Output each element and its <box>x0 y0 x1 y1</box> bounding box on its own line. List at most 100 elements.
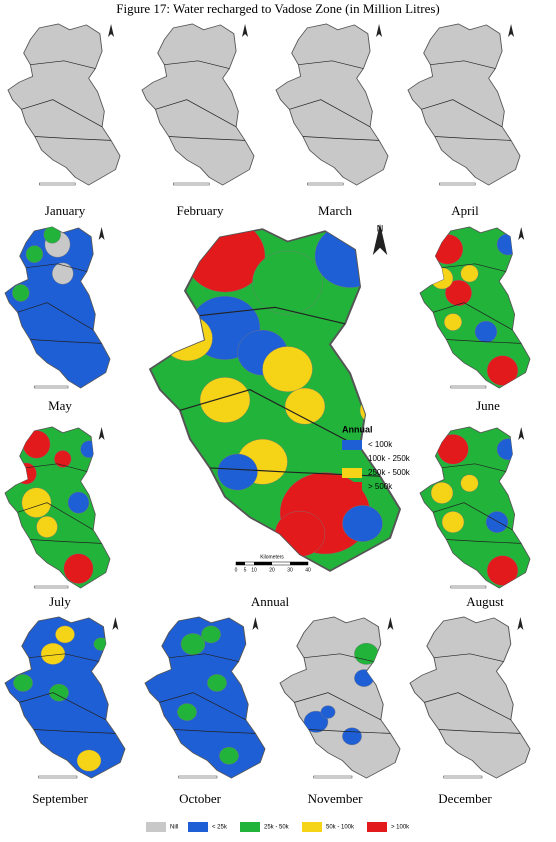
subdistrict-boundary <box>433 264 521 344</box>
map <box>409 616 531 779</box>
subdistrict-boundary <box>159 654 255 734</box>
district-outline <box>275 23 389 186</box>
scale-tick-label: 20 <box>269 567 275 573</box>
scale-bar <box>173 182 210 186</box>
region <box>438 434 469 464</box>
scale-segment <box>236 562 245 565</box>
legend-swatch <box>342 454 362 464</box>
scale-bar <box>307 182 344 186</box>
region <box>163 316 213 361</box>
region <box>218 454 258 490</box>
scale-bar <box>450 585 487 589</box>
map-label: March <box>318 203 352 218</box>
north-arrow <box>108 24 115 37</box>
region <box>181 633 205 654</box>
legend-label: > 500k <box>368 482 393 491</box>
map-label: February <box>177 203 224 218</box>
north-label: N <box>377 223 384 233</box>
region <box>253 251 323 314</box>
scale-tick-label: 0 <box>235 567 238 573</box>
map <box>4 426 111 589</box>
region <box>64 554 93 584</box>
scale-segment <box>290 562 308 565</box>
region <box>68 492 89 513</box>
scale-bar <box>443 775 483 779</box>
map <box>407 23 521 186</box>
regions <box>177 626 238 764</box>
subdistrict-boundary <box>19 654 115 734</box>
legend-swatch <box>342 482 362 492</box>
region <box>16 463 37 484</box>
region <box>431 482 453 503</box>
regions <box>431 434 519 585</box>
scale-bar <box>178 775 218 779</box>
district-outline <box>141 23 255 186</box>
map <box>275 23 389 186</box>
legend-label: 50k - 100k <box>326 825 355 831</box>
map-label: October <box>179 791 222 806</box>
scale-bar <box>450 385 487 389</box>
region <box>431 268 453 289</box>
region <box>497 439 519 460</box>
legend-label: 25k - 50k <box>264 825 290 831</box>
subdistrict-boundary <box>18 464 102 544</box>
legend-label: 100k - 250k <box>368 454 411 463</box>
map-label: July <box>49 594 71 609</box>
region <box>77 750 101 771</box>
map <box>141 23 255 186</box>
map <box>148 227 402 573</box>
region <box>497 234 519 255</box>
legend-swatch <box>302 822 322 832</box>
region <box>275 511 325 556</box>
region <box>321 706 335 719</box>
map-label: April <box>451 203 479 218</box>
map <box>419 426 531 589</box>
region <box>342 728 361 745</box>
scale-bar <box>38 775 78 779</box>
region <box>177 704 196 721</box>
legend-label: 250k - 500k <box>368 468 411 477</box>
map-label: May <box>48 398 72 413</box>
region <box>461 265 479 282</box>
north-arrow <box>372 223 388 255</box>
district-outline <box>407 23 521 186</box>
north-arrow <box>242 24 249 37</box>
north-arrow <box>112 617 119 630</box>
region <box>37 516 58 537</box>
map-label: June <box>476 398 500 413</box>
district-outline <box>409 616 531 779</box>
region <box>487 356 518 386</box>
legend-swatch <box>342 440 362 450</box>
north-arrow <box>252 617 259 630</box>
map <box>4 226 111 389</box>
map <box>144 616 266 779</box>
scale-bar <box>39 182 76 186</box>
north-arrow <box>98 227 105 240</box>
subdistrict-boundary <box>289 61 379 141</box>
map <box>7 23 121 186</box>
figure-title: Figure 17: Water recharged to Vadose Zon… <box>116 1 440 16</box>
north-arrow <box>518 427 525 440</box>
north-arrow <box>517 617 524 630</box>
region <box>486 511 508 532</box>
north-arrow <box>376 24 383 37</box>
map-label: August <box>466 594 504 609</box>
region <box>41 643 65 664</box>
legend-swatch <box>188 822 208 832</box>
subdistrict-boundary <box>424 654 520 734</box>
map-label: January <box>45 203 86 218</box>
map-label: November <box>308 791 364 806</box>
legend-label: < 100k <box>368 440 393 449</box>
map <box>4 616 126 779</box>
subdistrict-boundary <box>433 464 521 544</box>
legend-label: < 25k <box>212 825 228 831</box>
scale-bar <box>34 585 69 589</box>
region <box>26 246 43 263</box>
legend-label: Nill <box>170 825 178 831</box>
scale-segment <box>254 562 272 565</box>
district-outline <box>279 616 401 779</box>
region <box>207 674 226 691</box>
region <box>219 747 238 764</box>
region <box>354 643 378 664</box>
